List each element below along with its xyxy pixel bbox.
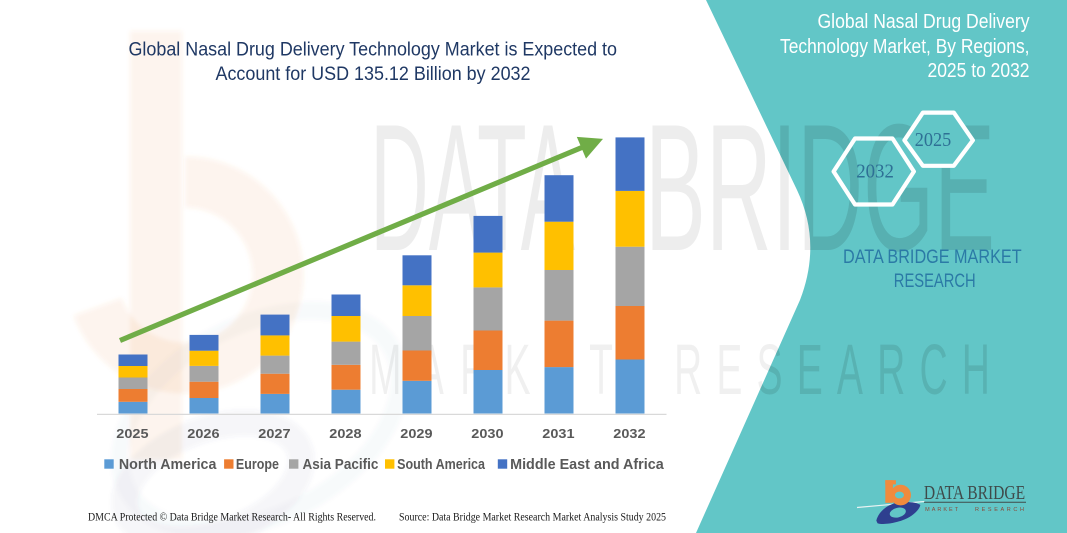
svg-text:2028: 2028 (329, 426, 361, 441)
svg-text:DATA BRIDGE MARKET: DATA BRIDGE MARKET (843, 247, 1022, 268)
svg-text:DATA BRIDGE: DATA BRIDGE (924, 483, 1025, 504)
svg-text:2032: 2032 (856, 161, 894, 183)
svg-text:DATA: DATA (370, 87, 575, 289)
svg-text:2027: 2027 (258, 426, 290, 441)
svg-text:Europe: Europe (236, 456, 279, 473)
svg-text:2031: 2031 (542, 426, 574, 441)
svg-text:Asia Pacific: Asia Pacific (303, 456, 379, 473)
svg-text:2025 to 2032: 2025 to 2032 (928, 60, 1030, 82)
svg-text:Global Nasal Drug Delivery: Global Nasal Drug Delivery (818, 11, 1030, 33)
svg-text:2029: 2029 (400, 426, 432, 441)
svg-text:2030: 2030 (471, 426, 503, 441)
svg-text:Middle East and Africa: Middle East and Africa (510, 456, 664, 473)
svg-text:RESEARCH: RESEARCH (894, 271, 976, 292)
svg-text:DMCA Protected © Data Bridge M: DMCA Protected © Data Bridge Market Rese… (88, 510, 376, 524)
svg-text:South America: South America (397, 456, 485, 473)
svg-text:Technology Market, By Regions,: Technology Market, By Regions, (780, 36, 1030, 58)
svg-text:Global Nasal Drug Delivery Tec: Global Nasal Drug Delivery Technology Ma… (129, 40, 618, 61)
svg-text:2025: 2025 (116, 426, 148, 441)
svg-text:2026: 2026 (187, 426, 219, 441)
svg-text:Account for USD 135.12 Billion: Account for USD 135.12 Billion by 2032 (216, 64, 531, 85)
svg-text:Source: Data Bridge Market Res: Source: Data Bridge Market Research Mark… (399, 510, 666, 524)
svg-text:North America: North America (119, 456, 217, 473)
svg-text:2025: 2025 (915, 129, 952, 151)
svg-text:2032: 2032 (613, 426, 645, 441)
